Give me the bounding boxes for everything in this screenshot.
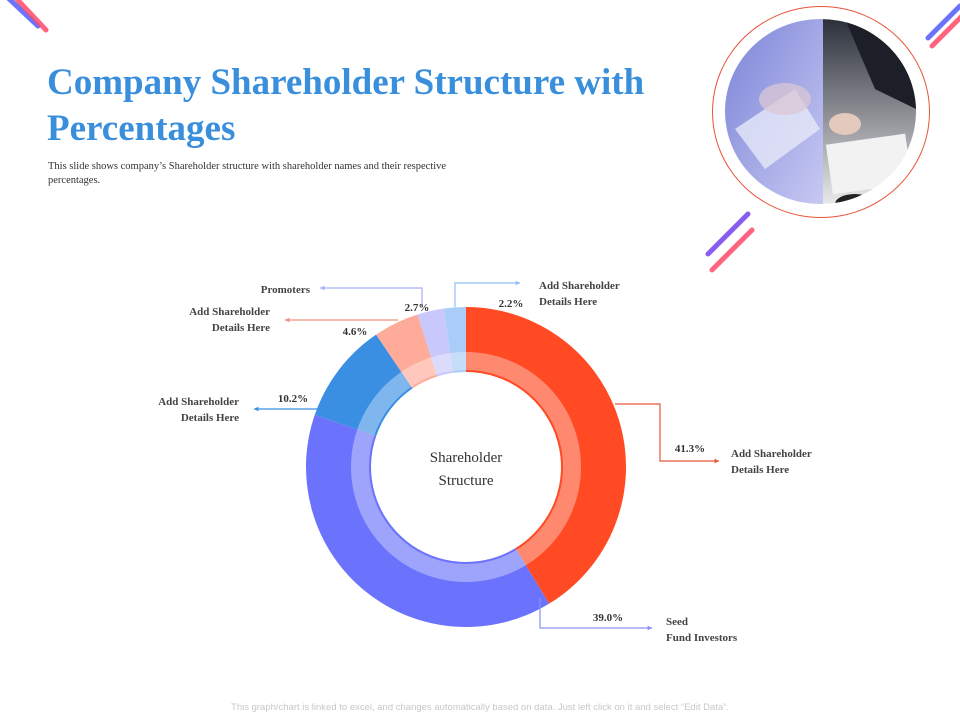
connector-line-1 xyxy=(539,598,652,629)
page-title: Company Shareholder Structure with Perce… xyxy=(47,62,645,149)
slice-name-5-line-0: Add Shareholder xyxy=(539,280,620,292)
center-label-line-0: Shareholder xyxy=(430,450,502,466)
business-photo xyxy=(712,6,930,218)
connector-line-5 xyxy=(454,282,520,307)
slice-5 xyxy=(443,307,466,373)
connector-line-0 xyxy=(615,403,719,462)
value-label-1: 39.0% xyxy=(593,612,623,624)
inner-ring-overlay xyxy=(351,352,581,582)
value-label-3: 4.6% xyxy=(343,326,368,338)
slice-name-2-line-1: Details Here xyxy=(181,412,239,424)
slice-name-3-line-1: Details Here xyxy=(212,322,270,334)
slice-name-1-line-1: Fund Investors xyxy=(666,632,738,644)
slice-0 xyxy=(466,307,626,604)
connector-arrow-1 xyxy=(647,625,652,631)
slice-1 xyxy=(306,414,550,627)
corner-stripes-top-right xyxy=(925,3,960,49)
slice-name-0-line-0: Add Shareholder xyxy=(731,448,812,460)
slice-3 xyxy=(376,314,438,389)
connector-arrow-5 xyxy=(515,280,520,286)
value-label-0: 41.3% xyxy=(675,443,705,455)
slice-name-1-line-0: Seed xyxy=(666,616,688,628)
value-label-2: 10.2% xyxy=(278,393,308,405)
corner-stripes-top-left xyxy=(6,0,49,33)
slice-name-4-line-0: Promoters xyxy=(261,284,311,296)
slice-name-0-line-1: Details Here xyxy=(731,464,789,476)
connector-line-4 xyxy=(320,287,423,307)
slice-2 xyxy=(314,334,413,436)
slice-name-5-line-1: Details Here xyxy=(539,296,597,308)
center-label-line-1: Structure xyxy=(439,473,494,489)
slice-name-3-line-0: Add Shareholder xyxy=(189,306,270,318)
connector-arrow-3 xyxy=(285,317,290,323)
connector-arrow-4 xyxy=(320,285,325,291)
slice-4 xyxy=(417,308,453,377)
middle-stripes xyxy=(705,211,755,273)
donut-hole xyxy=(372,373,560,561)
connector-arrow-0 xyxy=(714,458,719,464)
slice-name-2-line-0: Add Shareholder xyxy=(158,396,239,408)
page-subtitle: This slide shows company’s Shareholder s… xyxy=(48,161,447,186)
value-label-5: 2.2% xyxy=(499,298,524,310)
footer-note: This graph/chart is linked to excel, and… xyxy=(231,702,729,713)
value-label-4: 2.7% xyxy=(405,302,430,314)
connector-arrow-2 xyxy=(254,406,259,412)
